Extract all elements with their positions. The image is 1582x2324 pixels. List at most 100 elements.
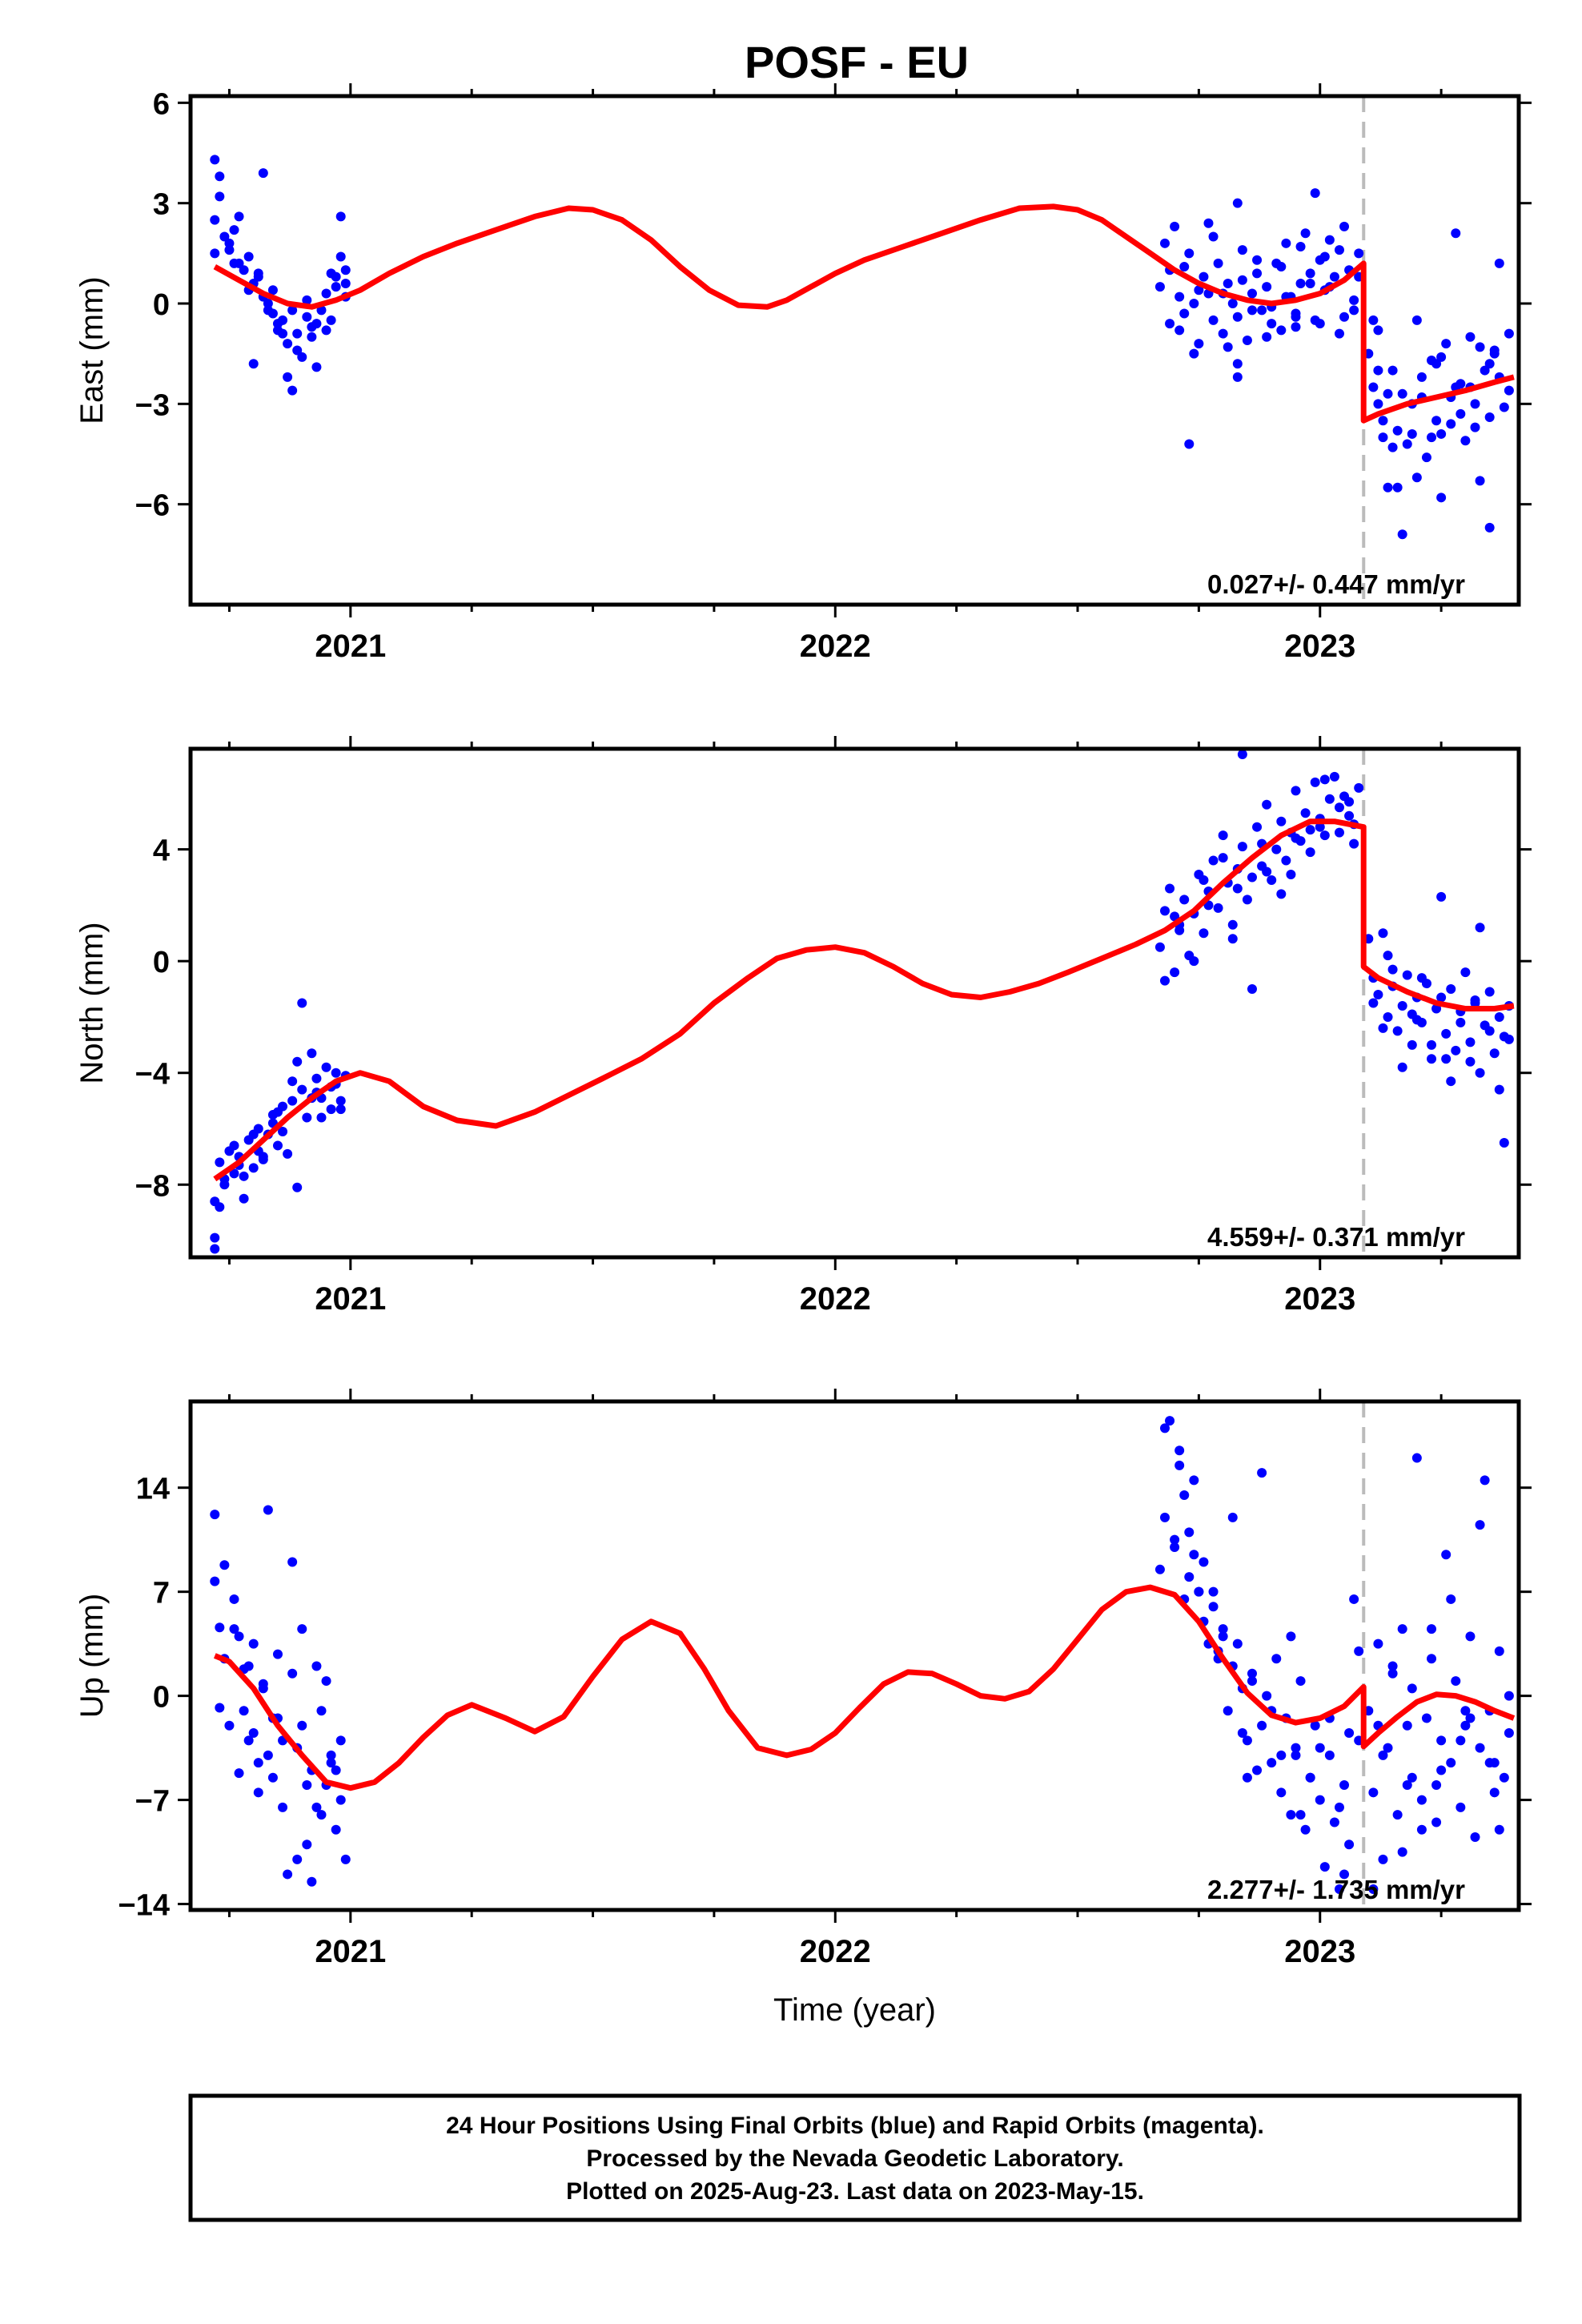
up-data-point	[1262, 1691, 1272, 1701]
east-data-point	[1411, 472, 1422, 483]
up-data-point	[1407, 1683, 1417, 1694]
east-data-point	[1334, 328, 1344, 339]
north-data-point	[1344, 797, 1355, 807]
north-data-point	[1373, 990, 1383, 1000]
up-data-point	[1242, 1735, 1252, 1746]
north-data-point	[297, 998, 307, 1008]
east-data-point	[224, 238, 235, 248]
up-data-point	[1257, 1468, 1267, 1478]
up-data-point	[1252, 1765, 1263, 1775]
north-data-point	[1160, 906, 1170, 916]
north-data-point	[1262, 866, 1272, 877]
north-xtick-label: 2021	[315, 1281, 386, 1317]
up-data-point	[1160, 1423, 1170, 1433]
north-data-point	[1305, 825, 1315, 835]
up-data-point	[302, 1780, 312, 1791]
east-data-point	[1397, 529, 1407, 540]
up-data-point	[1349, 1594, 1359, 1604]
up-ytick-label: 7	[153, 1577, 170, 1610]
east-data-point	[1484, 412, 1495, 423]
north-data-point	[292, 1056, 303, 1067]
up-data-point	[224, 1720, 235, 1731]
east-data-point	[1484, 522, 1495, 533]
east-data-point	[1373, 399, 1383, 409]
up-data-point	[1465, 1631, 1476, 1642]
east-data-point	[1189, 299, 1199, 309]
north-data-point	[311, 1073, 322, 1084]
east-data-point	[1276, 262, 1287, 272]
up-data-point	[1387, 1661, 1398, 1671]
north-data-point	[1334, 802, 1344, 813]
north-data-point	[1237, 749, 1247, 759]
north-data-point	[1262, 799, 1272, 810]
east-data-point	[1262, 332, 1272, 342]
east-data-point	[326, 268, 336, 279]
east-data-point	[253, 271, 263, 282]
east-data-point	[1291, 312, 1301, 322]
north-data-point	[1305, 847, 1315, 858]
north-data-point	[287, 1076, 298, 1087]
north-data-point	[272, 1107, 283, 1117]
up-data-point	[1276, 1750, 1287, 1760]
east-data-point	[1242, 335, 1252, 345]
north-data-point	[1397, 1000, 1407, 1011]
up-data-point	[1456, 1802, 1466, 1812]
up-data-point	[1480, 1475, 1490, 1486]
east-data-point	[263, 305, 273, 316]
up-data-point	[1344, 1728, 1355, 1739]
east-data-point	[234, 211, 244, 222]
north-data-point	[302, 1112, 312, 1123]
north-data-point	[1446, 1076, 1456, 1087]
east-data-point	[1387, 442, 1398, 452]
north-y-axis-label: North (mm)	[74, 922, 110, 1084]
north-data-point	[1494, 1011, 1504, 1022]
up-data-point	[1184, 1572, 1195, 1582]
east-data-point	[292, 345, 303, 356]
up-data-point	[331, 1824, 341, 1835]
up-ytick-label: −7	[135, 1785, 170, 1819]
east-data-point	[1232, 359, 1243, 369]
up-data-point	[283, 1869, 293, 1880]
up-data-point	[1397, 1847, 1407, 1857]
east-data-point	[1232, 312, 1243, 322]
east-data-point	[1436, 428, 1447, 439]
east-data-point	[1329, 271, 1339, 282]
east-data-point	[1339, 312, 1350, 322]
east-data-point	[1174, 292, 1185, 302]
east-data-point	[1179, 308, 1190, 319]
up-data-point	[1339, 1780, 1350, 1791]
east-model-fit-line	[213, 203, 1515, 424]
up-data-point	[1494, 1646, 1504, 1656]
north-data-point	[1441, 1028, 1452, 1039]
north-data-point	[1334, 827, 1344, 838]
up-data-point	[1411, 1453, 1422, 1463]
east-data-point	[283, 339, 293, 349]
north-data-point	[1475, 923, 1485, 933]
north-data-point	[1349, 838, 1359, 849]
north-data-point	[1199, 928, 1209, 939]
up-data-point	[1431, 1817, 1442, 1827]
up-data-point	[307, 1876, 317, 1887]
east-data-point	[210, 215, 220, 225]
north-data-point	[1252, 822, 1263, 832]
up-data-point	[1441, 1550, 1452, 1560]
east-data-point	[1247, 288, 1257, 299]
north-data-point	[1179, 895, 1190, 905]
north-data-point	[1319, 830, 1330, 841]
up-data-point	[1354, 1646, 1364, 1656]
up-data-point	[1276, 1787, 1287, 1798]
footer-box: 24 Hour Positions Using Final Orbits (bl…	[188, 2093, 1522, 2222]
north-data-point	[1276, 889, 1287, 899]
east-data-point	[1354, 248, 1364, 259]
east-data-point	[1383, 482, 1393, 493]
up-data-point	[210, 1576, 220, 1586]
east-data-point	[1295, 278, 1306, 288]
east-data-point	[1232, 372, 1243, 382]
east-data-point	[1339, 221, 1350, 231]
east-xtick-label: 2022	[800, 629, 871, 664]
north-data-point	[1218, 853, 1228, 863]
east-data-point	[1203, 218, 1214, 228]
north-data-point	[1286, 870, 1296, 880]
up-data-point	[1174, 1460, 1185, 1470]
north-panel: −8 −4 0 4 2021 2022 2023 North (mm) 4.559+/- 0.3…	[74, 736, 1532, 1317]
